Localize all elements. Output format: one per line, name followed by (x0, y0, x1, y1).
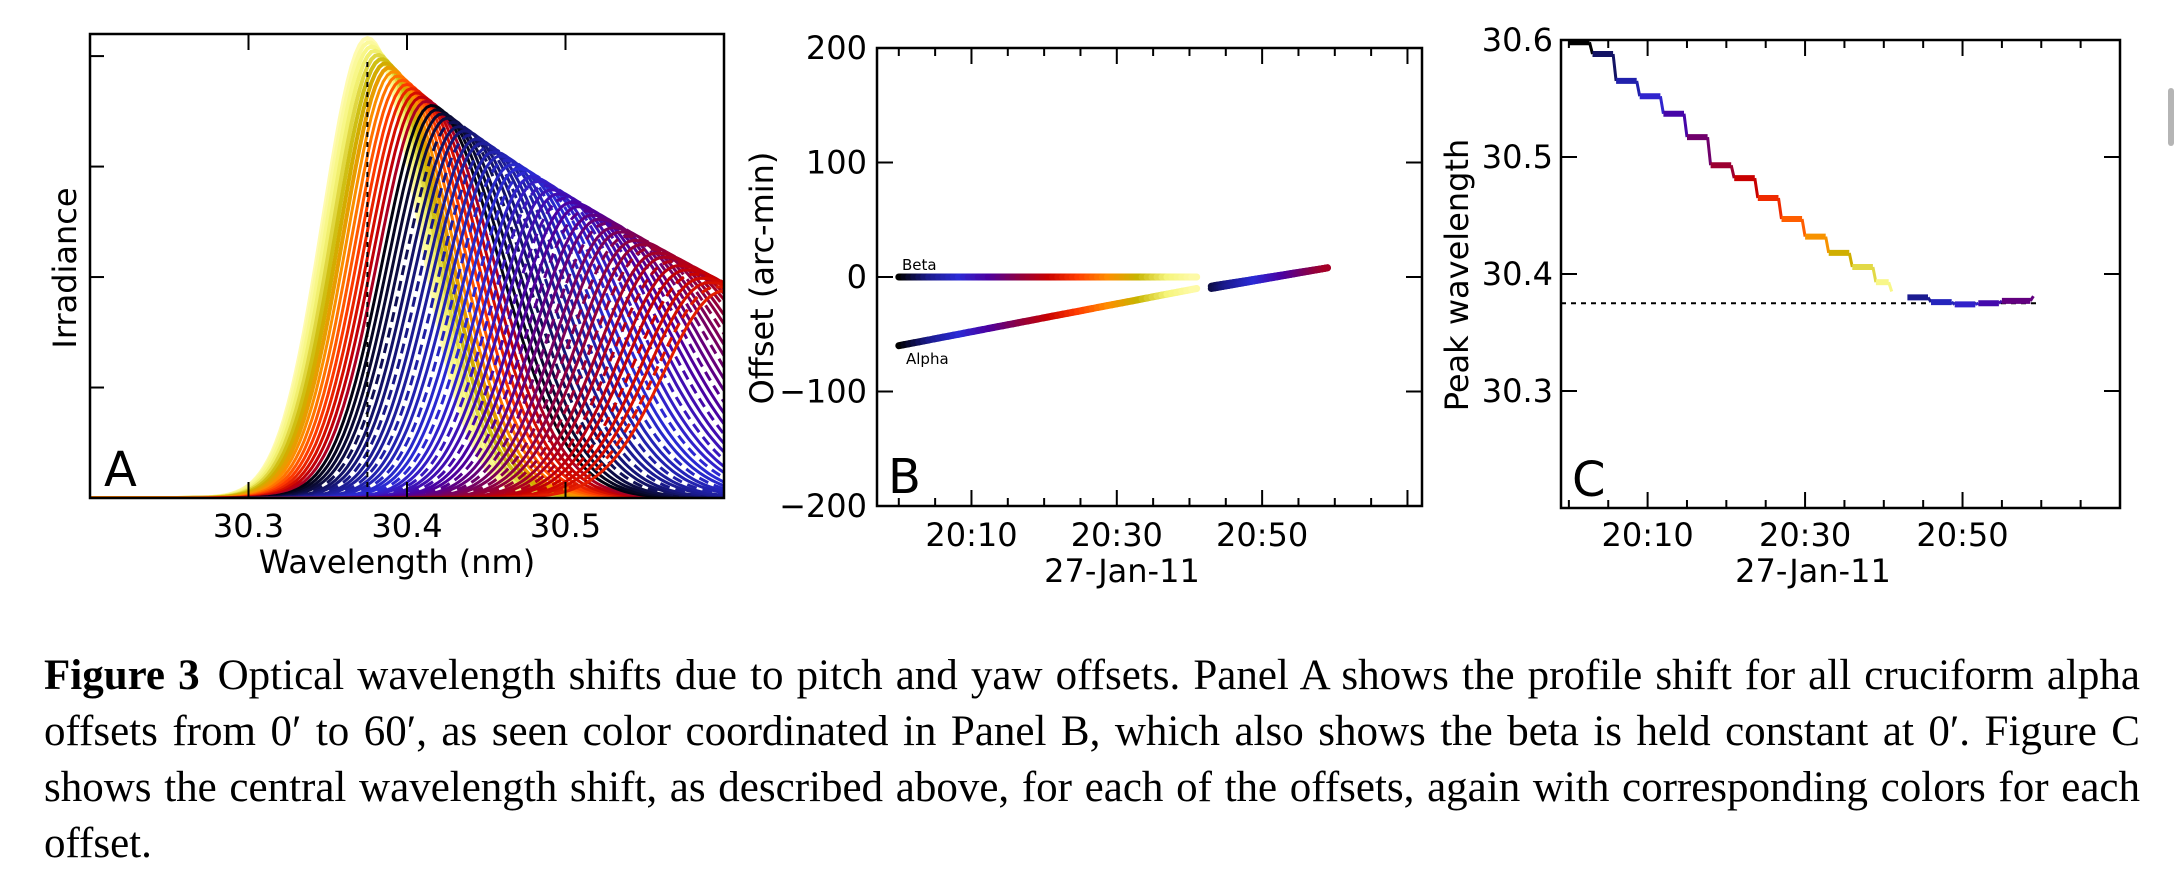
panel-c-ytick-label: 30.4 (1482, 255, 1553, 293)
panel-a-letter: A (104, 442, 137, 498)
panel-c-step-riser (1635, 80, 1642, 97)
panel-a-profile-curve (90, 255, 724, 498)
panel-a-profile-curve (90, 116, 724, 498)
panel-a-profile-curve (90, 163, 724, 498)
figure-caption: Figure 3 Optical wavelength shifts due to… (44, 648, 2140, 872)
panel-c-series (1568, 39, 2035, 308)
panel-c-frame (1559, 38, 2122, 510)
panel-b-xtick-label: 20:50 (1216, 516, 1308, 554)
panel-a: 30.3 30.4 30.5 Wavelength (nm) Irradiance … (46, 32, 726, 581)
panel-c-letter: C (1572, 452, 1606, 508)
panel-c-step-riser (1950, 300, 1956, 306)
panel-b: 200 100 0 −100 −200 20:10 20:30 20:50 Beta Alph… (743, 29, 1424, 590)
panel-c-step-riser (1777, 197, 1783, 220)
panel-c-step-riser (1871, 266, 1878, 283)
panel-c-ticks: 30.6 30.5 30.4 30.3 20:10 20:30 20:50 (1482, 21, 2121, 554)
panel-c-step-riser (1658, 95, 1665, 114)
panel-a-ylabel: Irradiance (46, 187, 84, 348)
panel-a-profile-curve (90, 264, 724, 498)
panel-c-step-riser (1887, 281, 1894, 292)
panel-a-profile-curve (90, 103, 724, 498)
panel-c-step-riser (1926, 296, 1933, 303)
panel-a-xtick-label: 30.5 (530, 507, 601, 545)
panel-b-xtick-label: 20:10 (925, 516, 1017, 554)
panel-b-series-alpha-segment (1188, 285, 1201, 293)
panel-c-step-riser (1588, 41, 1594, 55)
panel-b-ytick-label: 100 (806, 144, 867, 182)
panel-a-profile-curve (90, 196, 724, 498)
panel-b-ylabel: Offset (arc-min) (743, 152, 781, 405)
panel-a-profile-curve (90, 268, 724, 498)
panel-a-profile-curve (90, 112, 724, 498)
panel-b-xlabel: 27-Jan-11 (1044, 552, 1200, 590)
panel-a-profile-curve (90, 129, 724, 498)
panel-a-profile-curve (90, 251, 724, 498)
panel-c-step-riser (1997, 299, 2003, 305)
panel-c-xtick-label: 20:30 (1759, 516, 1851, 554)
panel-a-profile-curve (90, 95, 724, 498)
panel-a-profile-curve (90, 289, 724, 498)
panel-c: 30.6 30.5 30.4 30.3 20:10 20:30 20:50 27-Jan-1… (1438, 21, 2122, 590)
panel-b-series (895, 264, 1331, 350)
panel-a-profile-curve (90, 133, 724, 498)
panel-a-profile-curve (90, 137, 724, 498)
panel-c-step-riser (2029, 295, 2035, 302)
panel-c-ylabel: Peak wavelength (1438, 139, 1476, 412)
panel-a-profile-curve (90, 259, 724, 498)
panel-a-profile-curve (90, 120, 724, 498)
panel-a-curves (90, 35, 724, 498)
panel-a-profile-curve (90, 171, 724, 498)
panel-c-ytick-label: 30.3 (1482, 372, 1553, 410)
panel-c-ytick-label: 30.5 (1482, 138, 1553, 176)
panel-c-ytick-label: 30.6 (1482, 21, 1553, 59)
panel-a-profile-curve (90, 125, 724, 498)
caption-label: Figure 3 (44, 652, 200, 699)
panel-c-xlabel: 27-Jan-11 (1735, 552, 1891, 590)
panel-a-profile-curve (90, 99, 724, 498)
panel-c-xtick-label: 20:50 (1916, 516, 2008, 554)
caption-text: Optical wavelength shifts due to pitch a… (44, 652, 2140, 867)
panel-a-profile-curve (90, 281, 724, 498)
panel-c-step-riser (1753, 177, 1760, 199)
panel-c-step-riser (1729, 164, 1736, 179)
panel-b-letter: B (888, 449, 921, 505)
panel-b-ytick-label: −200 (779, 487, 867, 525)
panel-b-xtick-label: 20:30 (1071, 516, 1163, 554)
panel-a-profile-curve (90, 150, 724, 498)
panel-b-ytick-label: 200 (806, 29, 867, 67)
panel-c-step-riser (1974, 301, 1979, 306)
panel-a-xlabel: Wavelength (nm) (259, 543, 535, 581)
panel-c-step-riser (1847, 252, 1854, 268)
panel-c-step-riser (1800, 218, 1807, 237)
panel-c-xtick-label: 20:10 (1601, 516, 1693, 554)
panel-a-xtick-label: 30.3 (213, 507, 284, 545)
panel-a-ticks: 30.3 30.4 30.5 (90, 34, 601, 545)
panel-c-step-riser (1706, 136, 1713, 166)
panel-a-profile-curve (90, 141, 724, 498)
panel-b-ytick-label: 0 (847, 258, 867, 296)
panel-a-profile-curve (90, 285, 724, 498)
panel-a-profile-curve (90, 108, 724, 498)
panel-a-profile-curve (90, 175, 724, 498)
series-label-alpha: Alpha (906, 350, 949, 368)
panel-a-profile-curve (90, 221, 724, 498)
panel-c-step-riser (1682, 113, 1689, 138)
panel-a-xtick-label: 30.4 (371, 507, 442, 545)
panel-a-profile-curve (90, 276, 724, 498)
series-label-beta: Beta (902, 256, 937, 274)
panel-b-ytick-label: −100 (779, 373, 867, 411)
panel-a-profile-curve (90, 158, 724, 498)
panel-b-ticks: 200 100 0 −100 −200 20:10 20:30 20:50 (779, 29, 1422, 554)
panel-c-step-riser (1611, 53, 1618, 82)
panel-c-step-riser (1824, 236, 1831, 254)
scrollbar-thumb[interactable] (2168, 88, 2174, 146)
